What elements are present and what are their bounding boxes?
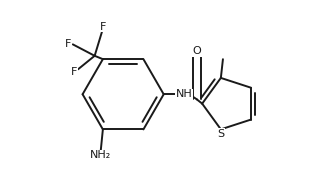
Text: NH₂: NH₂ — [90, 150, 111, 160]
Text: S: S — [217, 129, 224, 139]
Text: NH: NH — [176, 89, 192, 99]
Text: F: F — [71, 67, 77, 77]
Text: F: F — [100, 22, 106, 32]
Text: F: F — [65, 39, 71, 49]
Text: O: O — [193, 46, 201, 56]
